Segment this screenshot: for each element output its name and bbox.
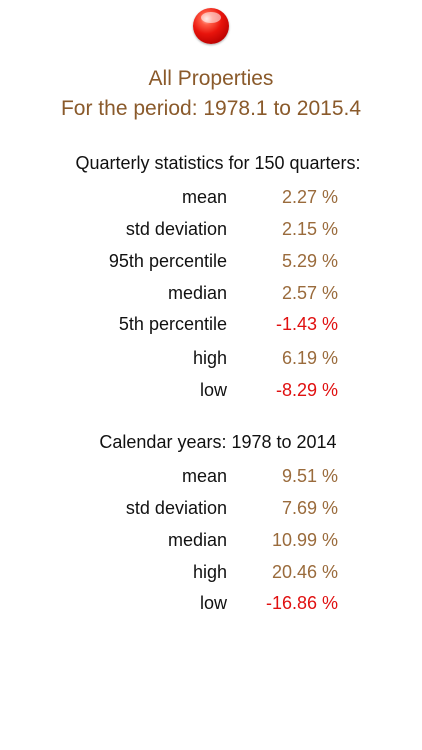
quarterly-heading: Quarterly statistics for 150 quarters: — [75, 153, 361, 173]
stat-label: low — [199, 593, 227, 613]
stat-label: median — [167, 530, 227, 550]
stat-value: 7.69 % — [281, 498, 338, 518]
page-title: All Properties — [148, 67, 274, 90]
quarterly-row-low: low -8.29 % — [0, 380, 422, 404]
stat-value: 6.19 % — [281, 348, 338, 368]
quarterly-row-95th-percentile: 95th percentile 5.29 % — [0, 251, 422, 275]
stat-label: median — [167, 283, 227, 303]
annual-row-median: median 10.99 % — [0, 530, 422, 554]
quarterly-row-median: median 2.57 % — [0, 283, 422, 307]
stat-value: 2.15 % — [281, 219, 338, 239]
stat-value: 9.51 % — [281, 466, 338, 486]
annual-row-high: high 20.46 % — [0, 562, 422, 586]
quarterly-row-std-deviation: std deviation 2.15 % — [0, 219, 422, 243]
period-label: For the period: 1978.1 to 2015.4 — [60, 97, 362, 120]
quarterly-row-5th-percentile: 5th percentile -1.43 % — [0, 314, 422, 338]
annual-row-mean: mean 9.51 % — [0, 466, 422, 490]
stat-label: mean — [181, 187, 227, 207]
annual-row-low: low -16.86 % — [0, 593, 422, 617]
stat-label: low — [199, 380, 227, 400]
stat-value: 20.46 % — [271, 562, 338, 582]
stat-label: 95th percentile — [108, 251, 227, 271]
stat-value: -1.43 % — [275, 314, 338, 334]
stat-value: -8.29 % — [275, 380, 338, 400]
stat-label: mean — [181, 466, 227, 486]
stat-label: std deviation — [125, 498, 227, 518]
stat-value: 5.29 % — [281, 251, 338, 271]
quarterly-row-mean: mean 2.27 % — [0, 187, 422, 211]
stat-value: 2.57 % — [281, 283, 338, 303]
red-orb-icon[interactable] — [193, 8, 229, 44]
stat-value: 2.27 % — [281, 187, 338, 207]
annual-row-std-deviation: std deviation 7.69 % — [0, 498, 422, 522]
quarterly-row-high: high 6.19 % — [0, 348, 422, 372]
stat-label: high — [192, 348, 227, 368]
stat-label: high — [192, 562, 227, 582]
stat-value: -16.86 % — [265, 593, 338, 613]
stat-label: std deviation — [125, 219, 227, 239]
annual-heading: Calendar years: 1978 to 2014 — [99, 432, 337, 452]
stat-value: 10.99 % — [271, 530, 338, 550]
stat-label: 5th percentile — [118, 314, 227, 334]
